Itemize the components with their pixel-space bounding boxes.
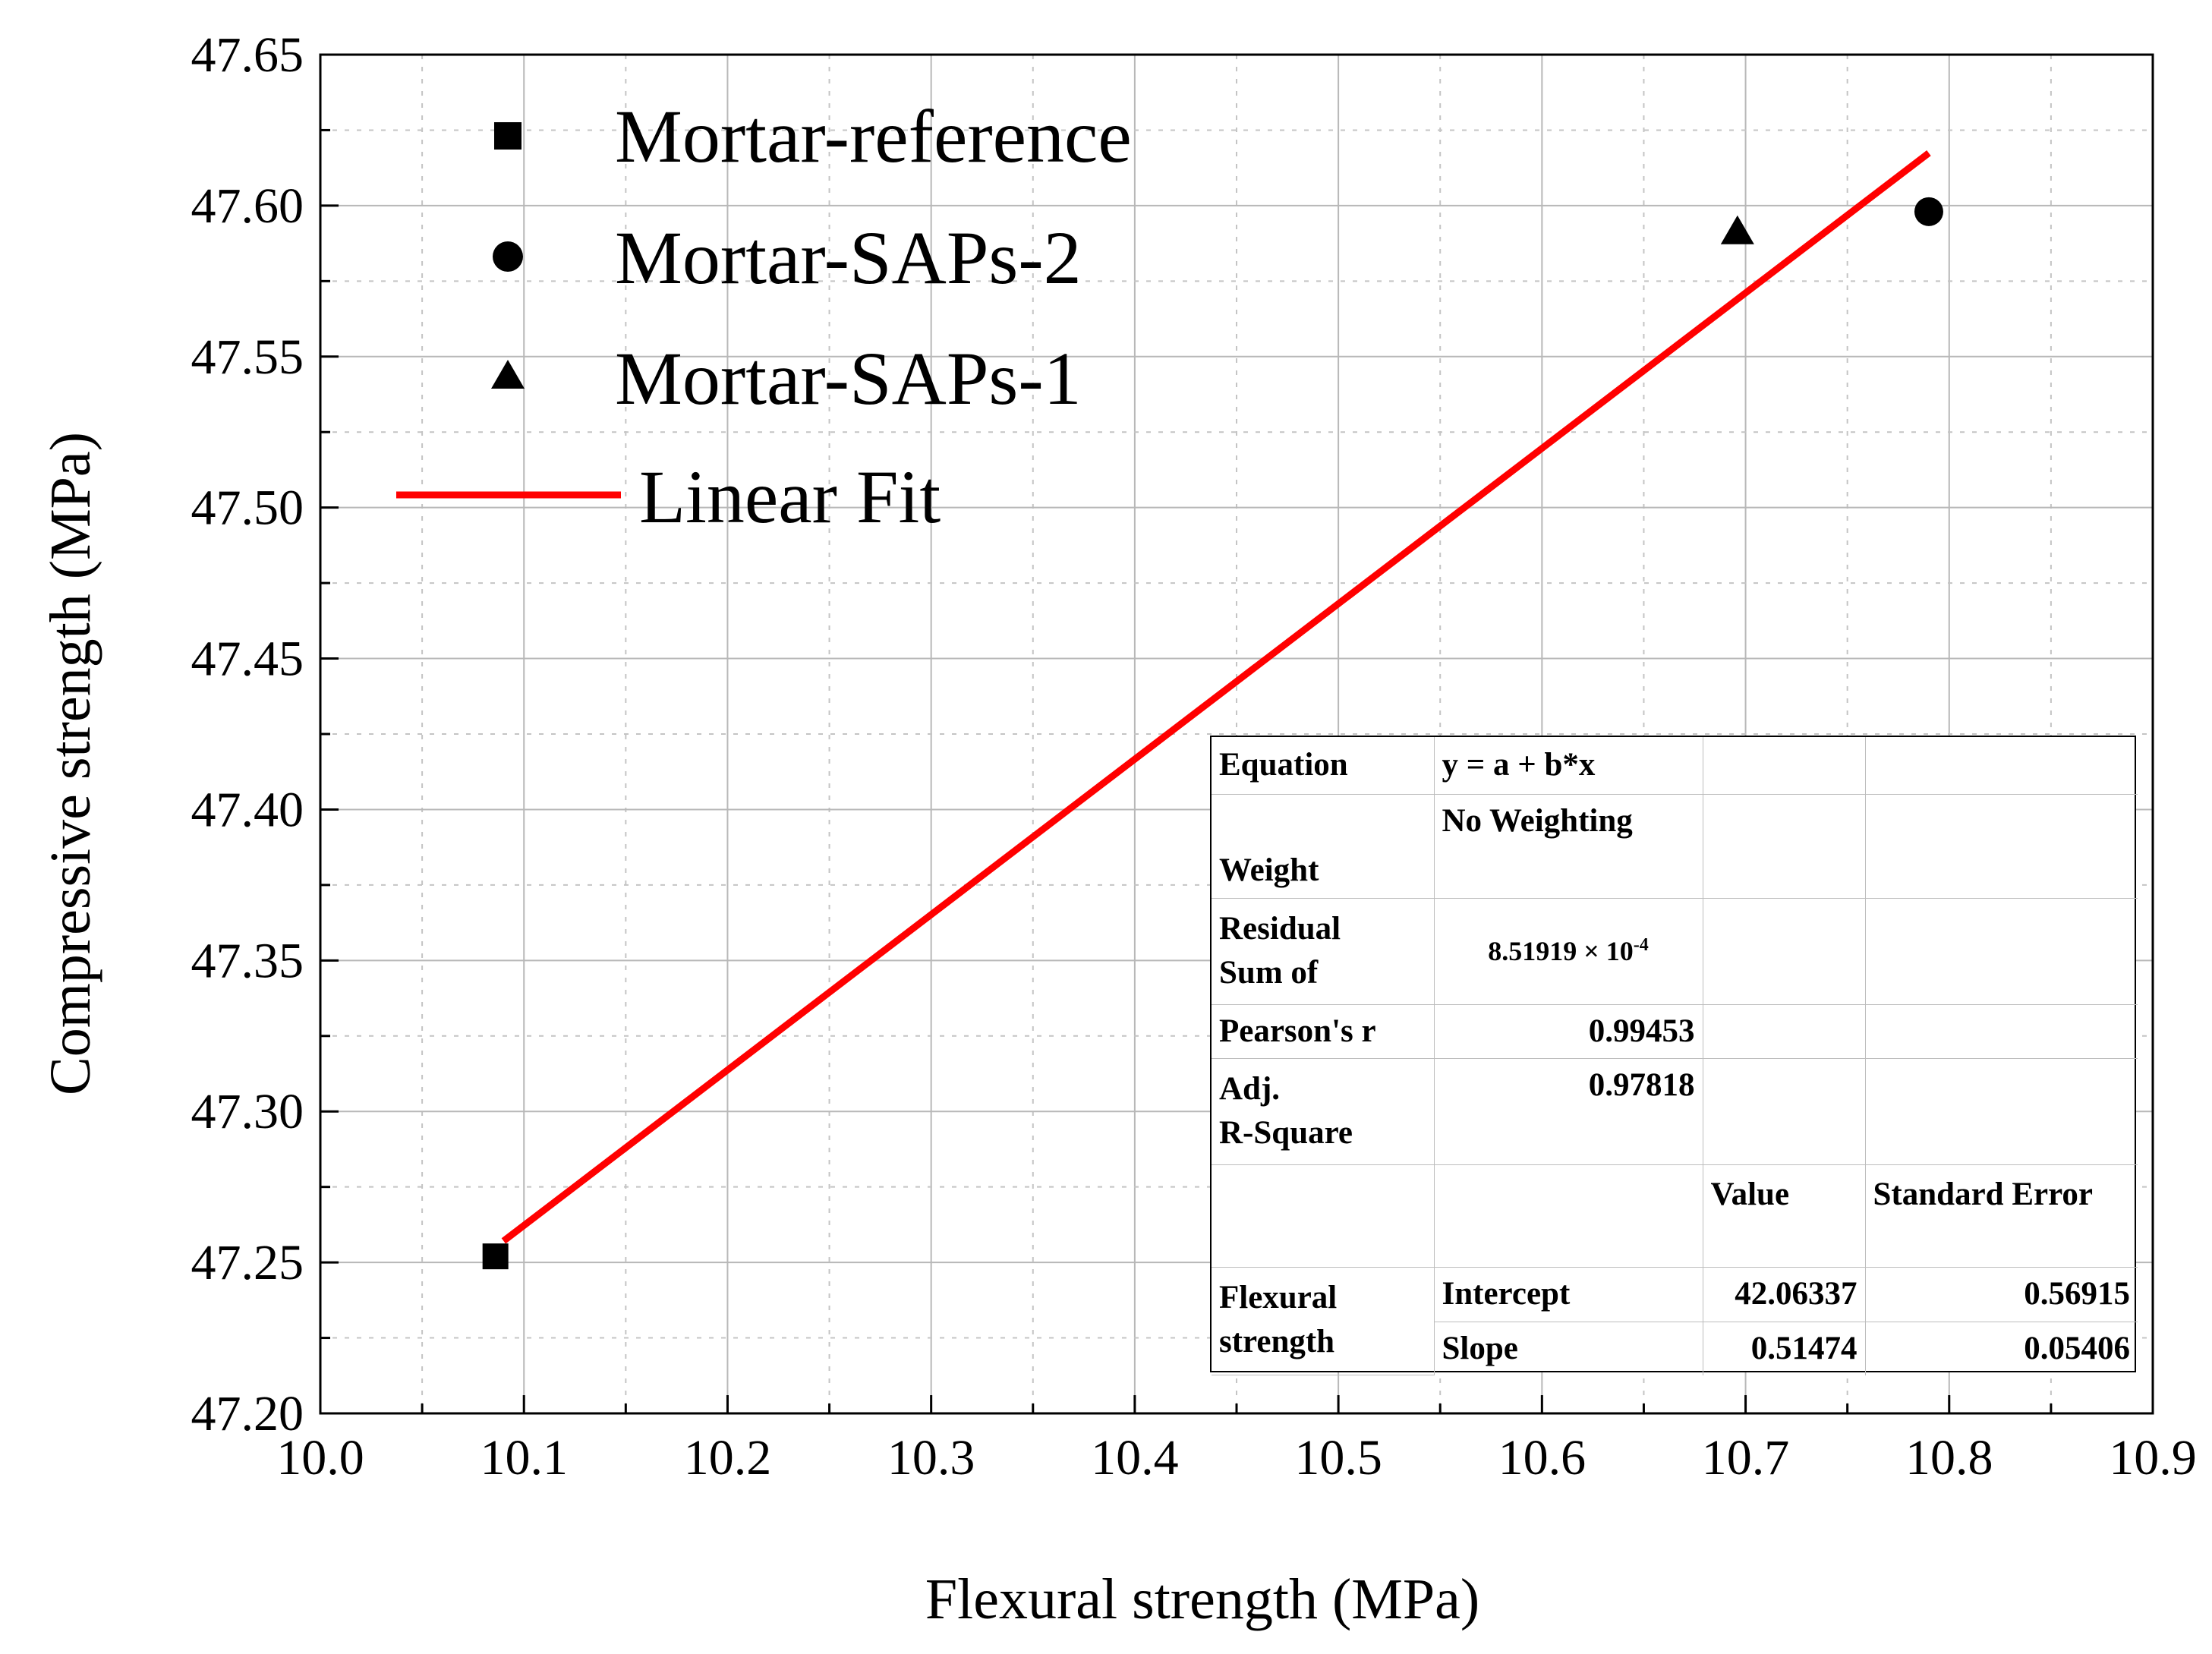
parameter-group-label: Flexural strength [1212, 1266, 1435, 1376]
rss-value-exponent: -4 [1633, 934, 1649, 955]
plot-frame [319, 53, 2154, 1415]
data-point-mortar-saps-2 [1914, 197, 1943, 226]
x-tick-labels: 10.0 10.1 10.2 10.3 10.4 10.5 10.6 10.7 10.8 10.9 [276, 1430, 2197, 1485]
table-row: Pearson's r 0.99453 [1212, 1003, 2138, 1059]
table-row: Slope 0.51474 0.05406 [1212, 1321, 2138, 1375]
y-tick-label: 47.25 [191, 1235, 304, 1290]
data-point-mortar-saps-1 [1720, 215, 1754, 244]
x-tick-label: 10.0 [276, 1430, 364, 1485]
parameter-group-label-line-2: strength [1219, 1324, 1335, 1360]
slope-standard-error: 0.05406 [1864, 1321, 2138, 1375]
data-point-mortar-reference [482, 1243, 509, 1270]
x-tick-label: 10.2 [684, 1430, 772, 1485]
y-tick-label: 47.20 [191, 1386, 304, 1441]
intercept-standard-error: 0.56915 [1864, 1266, 2138, 1322]
value-column-header: Value [1702, 1164, 1866, 1268]
table-row: Residual Sum of 8.51919 × 10-4 [1212, 897, 2138, 1005]
standard-error-column-header: Standard Error [1864, 1164, 2138, 1268]
legend: Mortar-reference Mortar-SAPs-2 Mortar-SA… [396, 94, 1132, 539]
rss-value: 8.51919 × 10-4 [1433, 897, 1703, 1005]
legend-label-mortar-saps-1: Mortar-SAPs-1 [615, 336, 1082, 421]
y-axis-label: Compressive strength (MPa) [39, 432, 102, 1095]
y-tick-label: 47.35 [191, 933, 304, 988]
adj-r-square-label: Adj. R-Square [1212, 1057, 1435, 1165]
x-tick-label: 10.8 [1905, 1430, 1993, 1485]
intercept-label: Intercept [1433, 1266, 1703, 1322]
y-tick-label: 47.50 [191, 480, 304, 536]
legend-label-mortar-saps-2: Mortar-SAPs-2 [615, 216, 1082, 300]
table-row: Equation y = a + b*x [1212, 737, 2138, 795]
pearson-label: Pearson's r [1212, 1003, 1435, 1059]
y-tick-label: 47.45 [191, 632, 304, 687]
x-tick-label: 10.6 [1498, 1430, 1587, 1485]
y-tick-label: 47.30 [191, 1084, 304, 1139]
y-tick-label: 47.55 [191, 329, 304, 385]
slope-label: Slope [1434, 1321, 1703, 1375]
x-tick-label: 10.4 [1091, 1430, 1179, 1485]
rss-label-line-2: Sum of [1219, 955, 1319, 991]
legend-label-linear-fit: Linear Fit [639, 455, 941, 539]
pearson-value: 0.99453 [1433, 1003, 1703, 1059]
table-row: Weight No Weighting [1212, 793, 2138, 899]
x-axis-label: Flexural strength (MPa) [925, 1567, 1479, 1631]
y-tick-label: 47.60 [191, 178, 304, 234]
x-tick-label: 10.9 [2109, 1430, 2197, 1485]
weight-value: No Weighting [1433, 793, 1703, 899]
rss-label: Residual Sum of [1212, 897, 1435, 1005]
y-tick-label: 47.65 [191, 27, 304, 83]
y-tick-labels: 47.20 47.25 47.30 47.35 47.40 47.45 47.50 47.55… [191, 27, 304, 1441]
data-points [482, 197, 1943, 1270]
intercept-value: 42.06337 [1702, 1266, 1866, 1322]
legend-marker-triangle [491, 360, 525, 389]
adj-r-square-value: 0.97818 [1433, 1057, 1703, 1165]
rss-label-line-1: Residual [1219, 910, 1341, 947]
legend-label-mortar-reference: Mortar-reference [615, 94, 1132, 178]
y-tick-label: 47.40 [191, 782, 304, 837]
equation-value: y = a + b*x [1433, 737, 1703, 795]
rss-value-mantissa: 8.51919 × 10 [1488, 935, 1634, 966]
legend-marker-square [494, 122, 521, 150]
x-tick-label: 10.7 [1702, 1430, 1790, 1485]
adj-r-square-label-line-2: R-Square [1219, 1115, 1353, 1151]
x-tick-label: 10.3 [887, 1430, 975, 1485]
adj-r-square-label-line-1: Adj. [1219, 1071, 1281, 1107]
parameter-group-label-line-1: Flexural [1219, 1280, 1338, 1315]
fit-results-table: Equation y = a + b*x Weight No Weighting… [1210, 736, 2138, 1376]
table-row: Flexural strength Intercept 42.06337 0.5… [1212, 1266, 2138, 1376]
x-tick-label: 10.1 [480, 1430, 568, 1485]
legend-marker-circle [493, 241, 523, 272]
table-row: Value Standard Error [1212, 1164, 2138, 1268]
equation-label: Equation [1212, 737, 1435, 795]
linear-fit-line [501, 150, 1931, 1244]
weight-label: Weight [1212, 793, 1435, 899]
table-row: Adj. R-Square 0.97818 [1212, 1057, 2138, 1165]
slope-value: 0.51474 [1702, 1321, 1866, 1375]
x-tick-label: 10.5 [1294, 1430, 1382, 1485]
